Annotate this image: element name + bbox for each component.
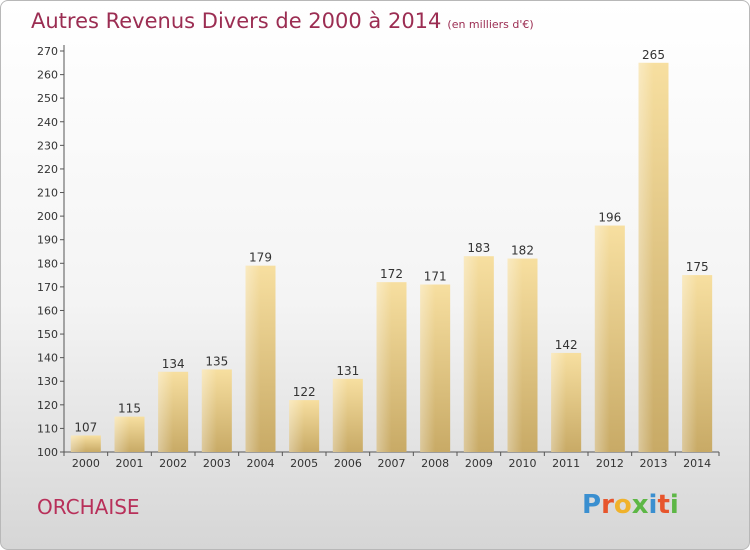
y-tick-label: 130 bbox=[37, 375, 58, 388]
y-tick-label: 190 bbox=[37, 234, 58, 247]
x-tick-label-2002: 2002 bbox=[159, 457, 187, 470]
x-tick-label-2010: 2010 bbox=[509, 457, 537, 470]
y-tick-label: 120 bbox=[37, 399, 58, 412]
y-tick-label: 100 bbox=[37, 446, 58, 459]
value-label-2008: 171 bbox=[424, 270, 447, 284]
x-tick-label-2004: 2004 bbox=[247, 457, 275, 470]
bar-shine bbox=[114, 416, 130, 452]
x-tick-label-2007: 2007 bbox=[378, 457, 406, 470]
value-label-2006: 131 bbox=[336, 364, 359, 378]
y-tick-label: 150 bbox=[37, 328, 58, 341]
x-tick-label-2006: 2006 bbox=[334, 457, 362, 470]
bar-shine bbox=[245, 265, 261, 452]
y-tick-label: 200 bbox=[37, 210, 58, 223]
y-tick-label: 230 bbox=[37, 139, 58, 152]
x-tick-label-2013: 2013 bbox=[640, 457, 668, 470]
labels-group: 107 2000 115 2001 134 2002 135 2003 179 2004 122 20… bbox=[72, 48, 711, 470]
bar-shine bbox=[420, 284, 436, 452]
y-tick-label: 140 bbox=[37, 352, 58, 365]
x-tick-label-2005: 2005 bbox=[290, 457, 318, 470]
x-tick-label-2012: 2012 bbox=[596, 457, 624, 470]
logo-letter: i bbox=[669, 490, 679, 520]
bar-shine bbox=[594, 225, 610, 452]
logo-letter: i bbox=[648, 490, 658, 520]
bar-shine bbox=[551, 352, 567, 452]
bar-shine bbox=[682, 275, 698, 452]
value-label-2010: 182 bbox=[511, 244, 534, 258]
value-label-2000: 107 bbox=[74, 420, 97, 434]
value-label-2011: 142 bbox=[555, 338, 578, 352]
y-tick-label: 210 bbox=[37, 187, 58, 200]
x-tick-label-2014: 2014 bbox=[683, 457, 711, 470]
x-tick-label-2008: 2008 bbox=[421, 457, 449, 470]
bar-shine bbox=[289, 400, 305, 452]
place-name: ORCHAISE bbox=[37, 495, 140, 519]
bars-group bbox=[70, 62, 713, 452]
logo-letter: P bbox=[582, 490, 602, 520]
logo-letter: o bbox=[613, 490, 632, 520]
x-tick-label-2011: 2011 bbox=[552, 457, 580, 470]
logo-letter: t bbox=[657, 490, 670, 520]
bar-shine bbox=[507, 258, 523, 452]
y-tick-label: 220 bbox=[37, 163, 58, 176]
value-label-2012: 196 bbox=[598, 211, 621, 225]
value-label-2014: 175 bbox=[686, 260, 709, 274]
y-tick-label: 250 bbox=[37, 92, 58, 105]
value-label-2003: 135 bbox=[205, 354, 228, 368]
bar-shine bbox=[70, 435, 86, 452]
bar-shine bbox=[158, 371, 174, 452]
axes: 100 110 120 130 140 150 160 170 180 190 200 210 220 2… bbox=[37, 45, 720, 459]
value-label-2002: 134 bbox=[162, 357, 185, 371]
value-label-2005: 122 bbox=[293, 385, 316, 399]
y-tick-label: 260 bbox=[37, 69, 58, 82]
x-tick-label-2009: 2009 bbox=[465, 457, 493, 470]
bar-shine bbox=[638, 62, 654, 452]
y-tick-label: 270 bbox=[37, 45, 58, 58]
value-label-2009: 183 bbox=[467, 241, 490, 255]
bar-shine bbox=[463, 256, 479, 452]
value-label-2007: 172 bbox=[380, 267, 403, 281]
value-label-2001: 115 bbox=[118, 402, 141, 416]
title-block: Autres Revenus Divers de 2000 à 2014 (en … bbox=[31, 9, 534, 33]
y-tick-label: 160 bbox=[37, 304, 58, 317]
bar-shine bbox=[332, 378, 348, 452]
logo-letter: r bbox=[601, 490, 614, 520]
y-tick-label: 240 bbox=[37, 116, 58, 129]
x-tick-label-2000: 2000 bbox=[72, 457, 100, 470]
bar-shine bbox=[376, 282, 392, 452]
proxiti-logo: Proxiti bbox=[582, 490, 679, 520]
y-tick-label: 170 bbox=[37, 281, 58, 294]
value-label-2004: 179 bbox=[249, 251, 272, 265]
chart-subtitle: (en milliers d'€) bbox=[447, 18, 534, 31]
logo-letter: x bbox=[631, 490, 649, 520]
chart-title: Autres Revenus Divers de 2000 à 2014 bbox=[31, 9, 442, 33]
y-tick-label: 110 bbox=[37, 422, 58, 435]
x-tick-label-2003: 2003 bbox=[203, 457, 231, 470]
value-label-2013: 265 bbox=[642, 48, 665, 62]
bar-shine bbox=[201, 369, 217, 452]
y-tick-label: 180 bbox=[37, 257, 58, 270]
x-tick-label-2001: 2001 bbox=[116, 457, 144, 470]
